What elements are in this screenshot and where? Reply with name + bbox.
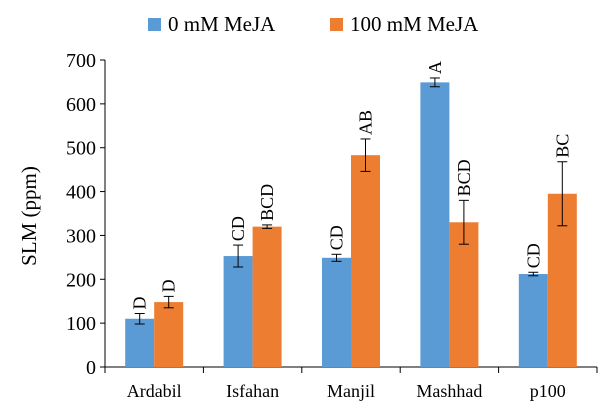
x-tick-label: Isfahan bbox=[226, 381, 279, 401]
bar bbox=[125, 318, 155, 367]
significance-label: CD bbox=[327, 225, 347, 250]
y-tick-label: 600 bbox=[66, 94, 96, 116]
significance-label: A bbox=[425, 61, 445, 74]
x-tick-label: p100 bbox=[530, 381, 566, 401]
legend: 0 mM MeJA 100 mM MeJA bbox=[148, 12, 479, 36]
x-tick-label: Mashhad bbox=[416, 381, 482, 401]
x-tick-label: Ardabil bbox=[127, 381, 182, 401]
bar bbox=[154, 302, 184, 367]
legend-label-0mm: 0 mM MeJA bbox=[168, 12, 276, 36]
plot-area: 0 100 200 300 400 500 600 700 Ardabil Isfahan Manj… bbox=[66, 50, 598, 401]
significance-label: D bbox=[159, 279, 179, 292]
legend-label-100mm: 100 mM MeJA bbox=[350, 12, 479, 36]
legend-swatch-100mm bbox=[330, 18, 343, 31]
y-tick-label: 0 bbox=[86, 357, 96, 379]
y-tick-label: 400 bbox=[66, 182, 96, 204]
y-tick-label: 300 bbox=[66, 225, 96, 247]
bar bbox=[518, 274, 548, 367]
significance-label: AB bbox=[356, 110, 376, 135]
y-tick-label: 100 bbox=[66, 313, 96, 335]
significance-label: CD bbox=[523, 243, 543, 268]
bar bbox=[223, 256, 253, 367]
significance-label: CD bbox=[228, 216, 248, 241]
y-tick-label: 500 bbox=[66, 138, 96, 160]
legend-swatch-0mm bbox=[148, 18, 161, 31]
x-tick-label: Manjil bbox=[327, 381, 375, 401]
significance-label: BCD bbox=[454, 159, 474, 196]
significance-label: D bbox=[130, 296, 150, 309]
bar bbox=[420, 82, 450, 368]
bar bbox=[252, 226, 282, 367]
bar bbox=[351, 155, 380, 367]
bar bbox=[449, 222, 479, 367]
y-axis-title: SLM (ppm) bbox=[17, 166, 41, 266]
bar bbox=[322, 257, 351, 367]
significance-label: BC bbox=[552, 134, 572, 158]
significance-label: BCD bbox=[257, 184, 277, 221]
y-tick-label: 700 bbox=[66, 50, 96, 72]
y-tick-label: 200 bbox=[66, 269, 96, 291]
